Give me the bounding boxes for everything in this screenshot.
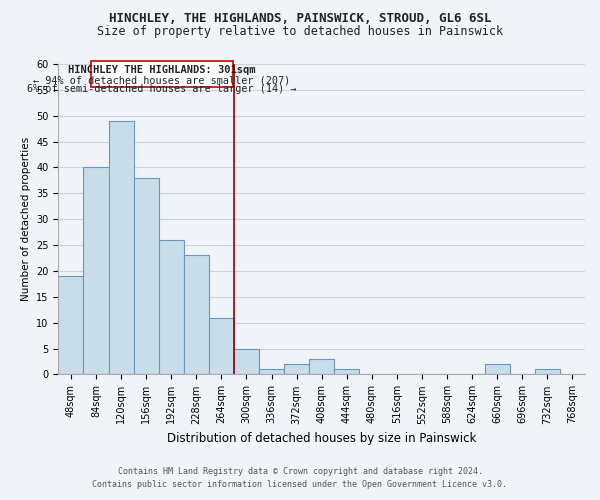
Bar: [234, 348, 259, 374]
Bar: [209, 318, 234, 374]
Text: ← 94% of detached houses are smaller (207): ← 94% of detached houses are smaller (20…: [33, 76, 290, 86]
Text: 6% of semi-detached houses are larger (14) →: 6% of semi-detached houses are larger (1…: [27, 84, 296, 94]
Bar: [535, 370, 560, 374]
Bar: [159, 240, 184, 374]
Bar: [309, 359, 334, 374]
Text: HINCHLEY THE HIGHLANDS: 301sqm: HINCHLEY THE HIGHLANDS: 301sqm: [68, 65, 256, 75]
Text: Contains HM Land Registry data © Crown copyright and database right 2024.
Contai: Contains HM Land Registry data © Crown c…: [92, 467, 508, 489]
Text: HINCHLEY, THE HIGHLANDS, PAINSWICK, STROUD, GL6 6SL: HINCHLEY, THE HIGHLANDS, PAINSWICK, STRO…: [109, 12, 491, 26]
Bar: [184, 256, 209, 374]
Bar: [259, 370, 284, 374]
Bar: [109, 121, 134, 374]
Text: Size of property relative to detached houses in Painswick: Size of property relative to detached ho…: [97, 25, 503, 38]
Y-axis label: Number of detached properties: Number of detached properties: [20, 137, 31, 302]
X-axis label: Distribution of detached houses by size in Painswick: Distribution of detached houses by size …: [167, 432, 476, 445]
Bar: [58, 276, 83, 374]
Bar: [284, 364, 309, 374]
Bar: [134, 178, 159, 374]
Bar: [334, 370, 359, 374]
Bar: [83, 168, 109, 374]
Bar: [91, 62, 233, 88]
Bar: [485, 364, 510, 374]
